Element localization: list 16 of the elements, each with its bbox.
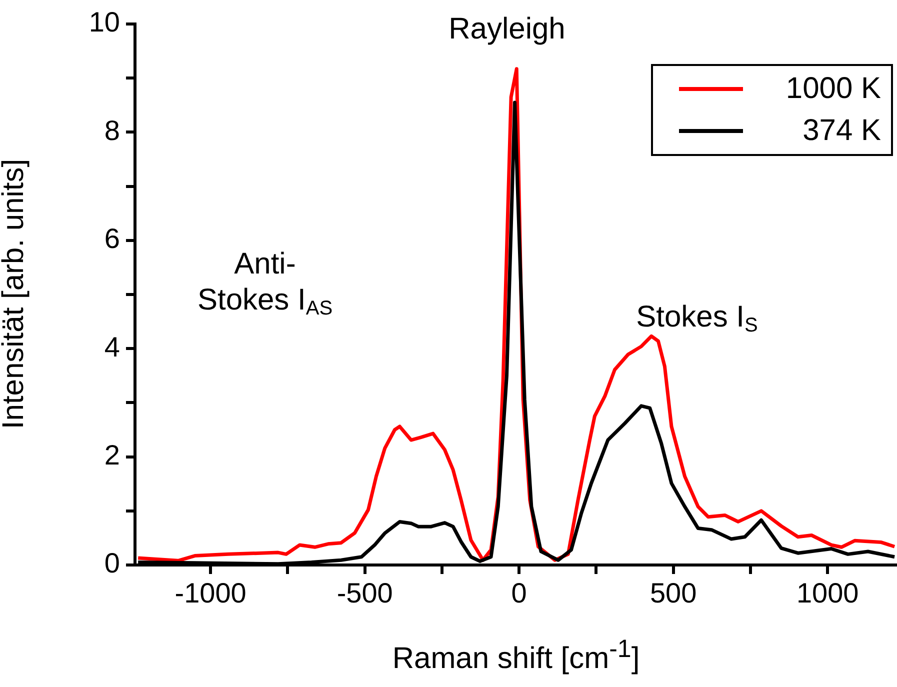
legend-label: 374 K bbox=[802, 114, 881, 148]
legend-label: 1000 K bbox=[784, 72, 881, 106]
annotation: Rayleigh bbox=[448, 12, 566, 46]
x-tick-label: -500 bbox=[336, 578, 393, 609]
y-tick-label: 0 bbox=[104, 548, 120, 579]
x-tick-label: 1000 bbox=[796, 578, 859, 609]
y-tick-label: 2 bbox=[104, 440, 120, 471]
y-tick-label: 6 bbox=[104, 223, 120, 254]
y-tick-label: 8 bbox=[104, 114, 120, 146]
x-tick-label: -1000 bbox=[174, 578, 246, 609]
y-axis-title: Intensität [arb. units] bbox=[0, 158, 31, 432]
x-axis-title: Raman shift [cm$^{-1}$] bbox=[391, 635, 641, 676]
y-tick-label: 10 bbox=[88, 6, 120, 38]
x-tick-label: 0 bbox=[511, 578, 527, 609]
x-tick-label: 500 bbox=[650, 578, 697, 609]
y-tick-label: 4 bbox=[104, 331, 120, 362]
